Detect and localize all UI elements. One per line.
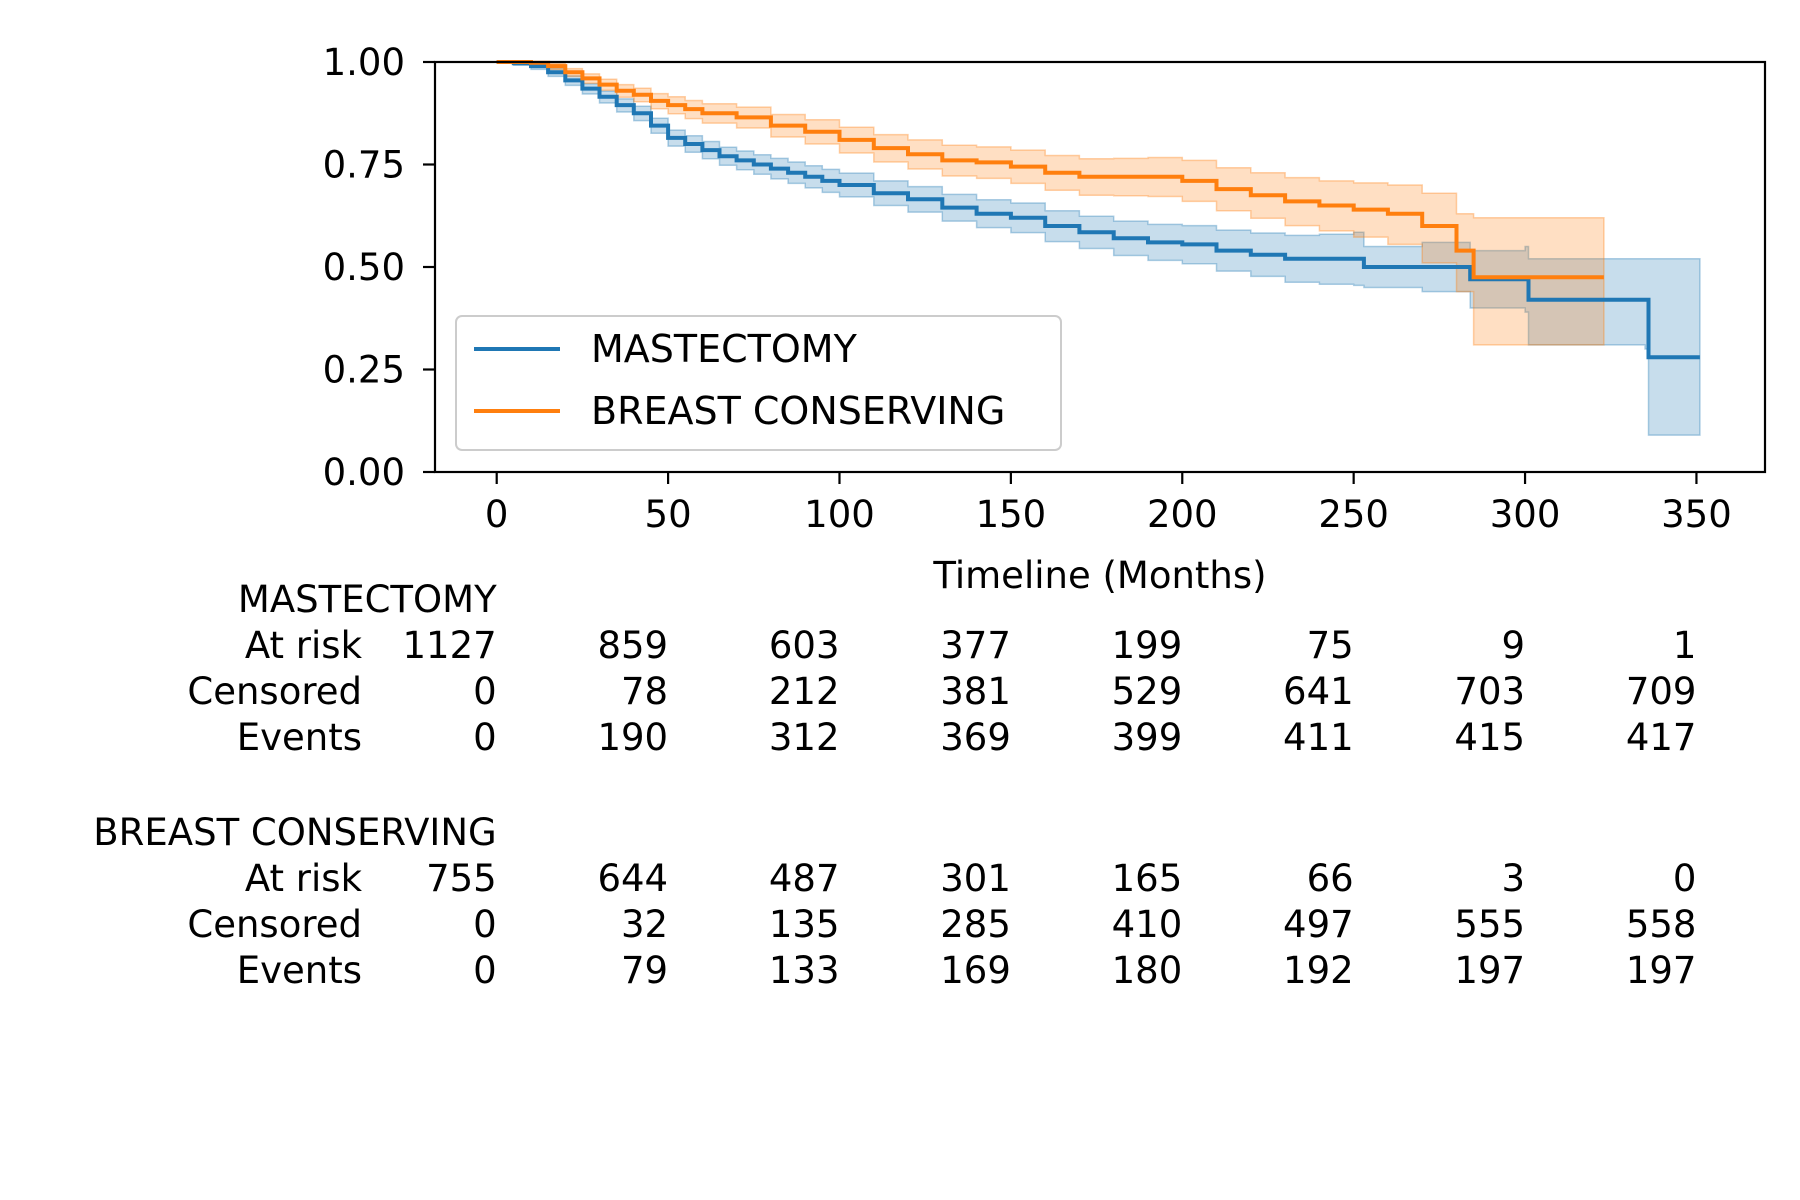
table-cell: 79 <box>621 949 668 992</box>
legend: MASTECTOMY BREAST CONSERVING <box>455 315 1062 451</box>
y-tick-label: 1.00 <box>323 41 405 84</box>
table-cell: 0 <box>473 716 497 759</box>
table-cell: 709 <box>1626 670 1697 713</box>
x-axis-label: Timeline (Months) <box>932 554 1266 597</box>
x-tick-label: 200 <box>1147 493 1218 536</box>
x-tick-label: 250 <box>1318 493 1389 536</box>
table-cell: 377 <box>940 624 1011 667</box>
table-cell: 411 <box>1283 716 1354 759</box>
x-tick-label: 50 <box>645 493 692 536</box>
table-cell: 703 <box>1454 670 1525 713</box>
table-cell: 9 <box>1502 624 1526 667</box>
y-tick-label: 0.00 <box>323 451 405 494</box>
table-cell: 417 <box>1626 716 1697 759</box>
x-axis-ticks: 0 50 100 150 200 250 300 350 <box>485 472 1732 536</box>
legend-label-breast-conserving: BREAST CONSERVING <box>591 389 1005 433</box>
survival-curve-breast-conserving <box>496 60 1604 280</box>
table-cell: 859 <box>597 624 668 667</box>
y-tick-label: 0.50 <box>323 246 405 289</box>
table-cell: 0 <box>473 670 497 713</box>
x-tick-label: 150 <box>976 493 1047 536</box>
table-cell: 497 <box>1283 903 1354 946</box>
survival-curves <box>496 60 1700 360</box>
table-cell: 399 <box>1112 716 1183 759</box>
table-row-label: Events <box>237 949 362 992</box>
x-tick-label: 0 <box>485 493 509 536</box>
table-cell: 1 <box>1673 624 1697 667</box>
survival-curve-mastectomy <box>496 60 1700 360</box>
table-cell: 165 <box>1112 857 1183 900</box>
x-tick-label: 100 <box>804 493 875 536</box>
table-row-label: At risk <box>245 624 363 667</box>
table-cell: 135 <box>769 903 840 946</box>
x-tick-label: 300 <box>1490 493 1561 536</box>
table-cell: 603 <box>769 624 840 667</box>
table-cell: 285 <box>940 903 1011 946</box>
table-cell: 133 <box>769 949 840 992</box>
table-cell: 644 <box>597 857 668 900</box>
table-row-label: Censored <box>187 670 362 713</box>
ci-band-breast-conserving <box>496 61 1605 346</box>
table-cell: 212 <box>769 670 840 713</box>
table-cell: 415 <box>1454 716 1525 759</box>
table-cell: 192 <box>1283 949 1354 992</box>
table-cell: 529 <box>1112 670 1183 713</box>
x-tick-label: 350 <box>1661 493 1732 536</box>
y-tick-label: 0.75 <box>323 144 405 187</box>
table-cell: 312 <box>769 716 840 759</box>
table-row-label: At risk <box>245 857 363 900</box>
table-cell: 369 <box>940 716 1011 759</box>
table-cell: 410 <box>1112 903 1183 946</box>
table-cell: 487 <box>769 857 840 900</box>
table-cell: 555 <box>1454 903 1525 946</box>
table-cell: 381 <box>940 670 1011 713</box>
table-cell: 199 <box>1112 624 1183 667</box>
table-cell: 558 <box>1626 903 1697 946</box>
table-cell: 169 <box>940 949 1011 992</box>
table-cell: 3 <box>1502 857 1526 900</box>
table-cell: 180 <box>1112 949 1183 992</box>
table-cell: 755 <box>426 857 497 900</box>
legend-label-mastectomy: MASTECTOMY <box>591 327 858 371</box>
table-cell: 78 <box>621 670 668 713</box>
table-cell: 301 <box>940 857 1011 900</box>
table-row-label: Events <box>237 716 362 759</box>
table-group-title-breast-conserving: BREAST CONSERVING <box>93 811 496 854</box>
table-cell: 1127 <box>403 624 497 667</box>
table-cell: 0 <box>473 903 497 946</box>
table-group-title-mastectomy: MASTECTOMY <box>238 578 497 621</box>
y-tick-label: 0.25 <box>323 349 405 392</box>
table-cell: 0 <box>473 949 497 992</box>
table-cell: 197 <box>1454 949 1525 992</box>
table-cell: 75 <box>1307 624 1354 667</box>
table-cell: 66 <box>1307 857 1354 900</box>
table-row-label: Censored <box>187 903 362 946</box>
legend-frame <box>455 315 1062 451</box>
table-cell: 0 <box>1673 857 1697 900</box>
table-cell: 190 <box>597 716 668 759</box>
y-axis-ticks: 0.00 0.25 0.50 0.75 1.00 <box>323 41 435 494</box>
table-cell: 641 <box>1283 670 1354 713</box>
table-cell: 32 <box>621 903 668 946</box>
table-cell: 197 <box>1626 949 1697 992</box>
